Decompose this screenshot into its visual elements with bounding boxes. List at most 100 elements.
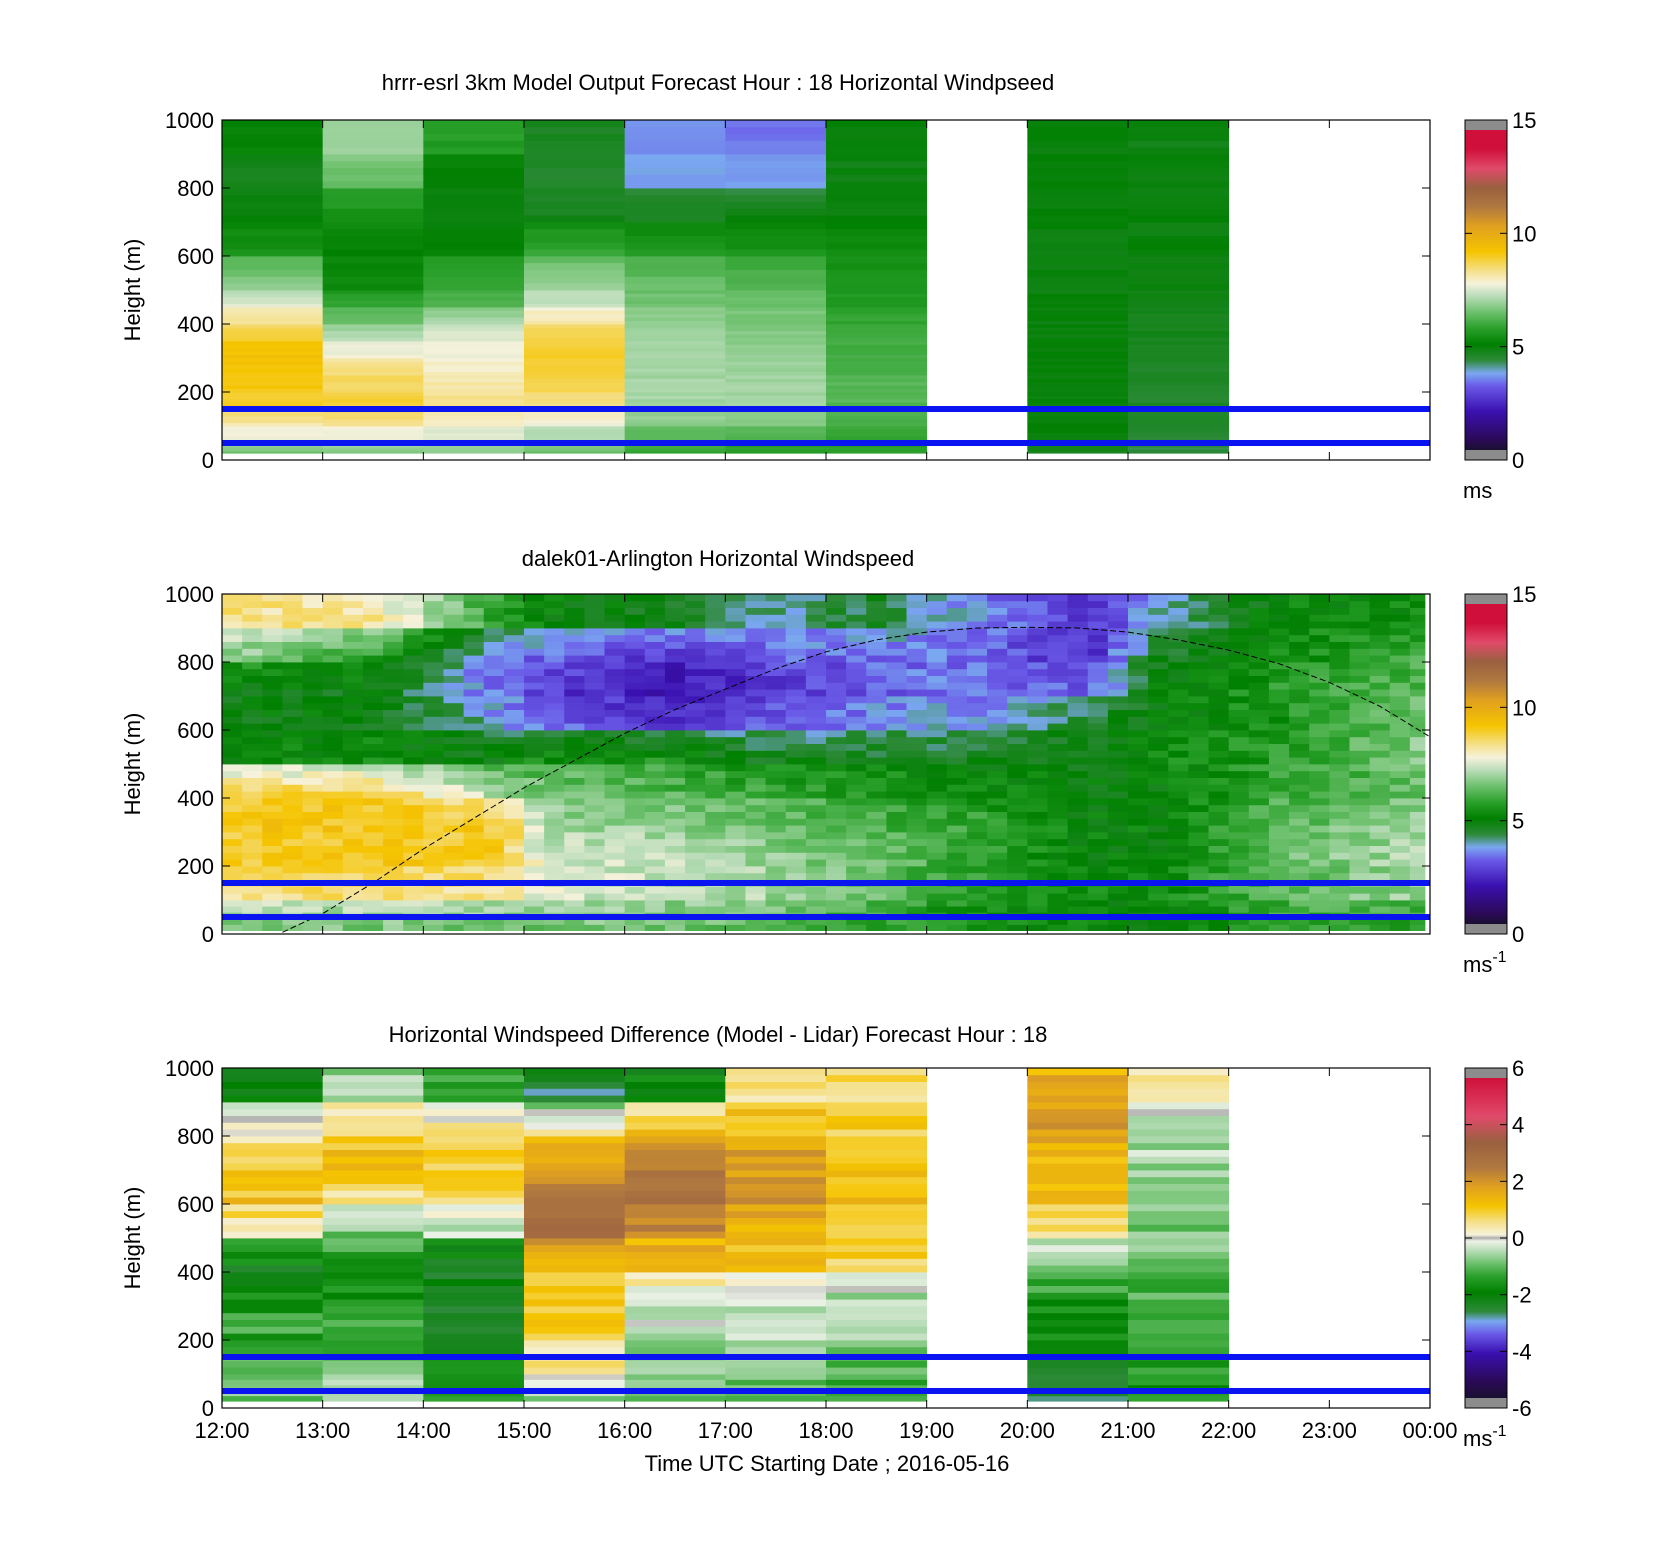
heatmap-cell — [1409, 818, 1426, 826]
heatmap-cell — [1228, 866, 1250, 874]
heatmap-cell — [826, 1095, 928, 1103]
heatmap-cell — [1128, 147, 1230, 155]
heatmap-cell — [1168, 893, 1189, 901]
heatmap-cell — [463, 750, 485, 758]
heatmap-cell — [1047, 818, 1068, 826]
heatmap-cell — [624, 432, 726, 437]
heatmap-cell — [765, 600, 787, 608]
heatmap-cell — [1208, 662, 1230, 670]
heatmap-cell — [403, 764, 424, 772]
heatmap-cell — [725, 181, 827, 189]
heatmap-cell — [222, 872, 243, 880]
heatmap-cell — [624, 126, 726, 134]
heatmap-cell — [826, 1170, 928, 1178]
heatmap-cell — [846, 607, 867, 615]
heatmap-cell — [604, 757, 626, 765]
heatmap-cell — [483, 811, 505, 819]
heatmap-cell — [423, 1292, 525, 1300]
heatmap-cell — [222, 1278, 324, 1286]
heatmap-cell — [362, 641, 384, 649]
heatmap-cell — [503, 668, 525, 676]
heatmap-cell — [262, 696, 283, 704]
heatmap-cell — [1268, 818, 1290, 826]
heatmap-cell — [1329, 804, 1350, 812]
heatmap-cell — [604, 702, 626, 710]
heatmap-cell — [262, 709, 283, 717]
heatmap-cell — [1128, 764, 1149, 772]
heatmap-cell — [1369, 594, 1391, 602]
heatmap-cell — [524, 1258, 626, 1266]
heatmap-cell — [725, 364, 827, 369]
heatmap-cell — [1349, 600, 1370, 608]
heatmap-cell — [1087, 621, 1109, 629]
heatmap-cell — [1027, 1149, 1129, 1157]
heatmap-cell — [785, 798, 807, 806]
heatmap-cell — [1208, 628, 1230, 636]
heatmap-cell — [785, 594, 807, 602]
heatmap-cell — [1409, 621, 1426, 629]
heatmap-cell — [322, 351, 424, 355]
heatmap-cell — [524, 188, 626, 196]
heatmap-cell — [423, 181, 525, 189]
heatmap-cell — [1067, 845, 1089, 853]
heatmap-cell — [826, 600, 847, 608]
heatmap-cell — [765, 736, 787, 744]
heatmap-cell — [1369, 838, 1391, 846]
heatmap-cell — [322, 154, 424, 162]
heatmap-cell — [403, 866, 424, 874]
heatmap-cell — [1107, 811, 1129, 819]
heatmap-cell — [1047, 675, 1068, 683]
heatmap-cell — [846, 886, 867, 894]
heatmap-cell — [1289, 750, 1310, 758]
heatmap-cell — [383, 655, 404, 663]
x-tick-label: 18:00 — [798, 1418, 853, 1443]
heatmap-cell — [966, 866, 988, 874]
heatmap-cell — [483, 818, 505, 826]
heatmap-cell — [1208, 709, 1230, 717]
heatmap-cell — [1168, 845, 1189, 853]
heatmap-cell — [1188, 784, 1209, 792]
heatmap-cell — [483, 736, 505, 744]
heatmap-cell — [1389, 634, 1411, 642]
heatmap-cell — [383, 709, 404, 717]
heatmap-cell — [826, 1129, 928, 1137]
heatmap-cell — [1369, 655, 1391, 663]
heatmap-cell — [1128, 1340, 1230, 1348]
heatmap-cell — [1228, 594, 1250, 602]
heatmap-cell — [805, 736, 827, 744]
heatmap-cell — [765, 924, 787, 931]
heatmap-cell — [1007, 743, 1028, 751]
heatmap-cell — [725, 723, 746, 731]
heatmap-cell — [1128, 893, 1149, 901]
lidar-windspeed-x-ticks — [221, 594, 1431, 934]
heatmap-cell — [1228, 689, 1250, 697]
heatmap-cell — [222, 419, 324, 423]
heatmap-cell — [1027, 242, 1129, 250]
heatmap-cell — [524, 1129, 626, 1137]
heatmap-cell — [1027, 634, 1048, 642]
heatmap-cell — [322, 422, 424, 427]
heatmap-cell — [564, 648, 585, 656]
heatmap-cell — [886, 594, 907, 602]
heatmap-cell — [584, 818, 605, 826]
heatmap-cell — [383, 886, 404, 894]
heatmap-cell — [1128, 696, 1149, 704]
heatmap-cell — [1309, 668, 1330, 676]
heatmap-cell — [342, 730, 364, 738]
heatmap-cell — [1228, 784, 1250, 792]
heatmap-cell — [1107, 750, 1129, 758]
heatmap-cell — [624, 1346, 726, 1354]
heatmap-cell — [826, 290, 928, 294]
heatmap-cell — [1289, 662, 1310, 670]
heatmap-cell — [524, 1149, 626, 1157]
heatmap-cell — [826, 859, 847, 867]
heatmap-cell — [624, 1095, 726, 1103]
heatmap-cell — [242, 750, 263, 758]
heatmap-cell — [1027, 337, 1129, 342]
heatmap-cell — [1389, 675, 1411, 683]
heatmap-cell — [846, 838, 867, 846]
heatmap-cell — [644, 811, 666, 819]
heatmap-cell — [1047, 784, 1068, 792]
heatmap-cell — [886, 634, 907, 642]
heatmap-cell — [342, 918, 364, 925]
